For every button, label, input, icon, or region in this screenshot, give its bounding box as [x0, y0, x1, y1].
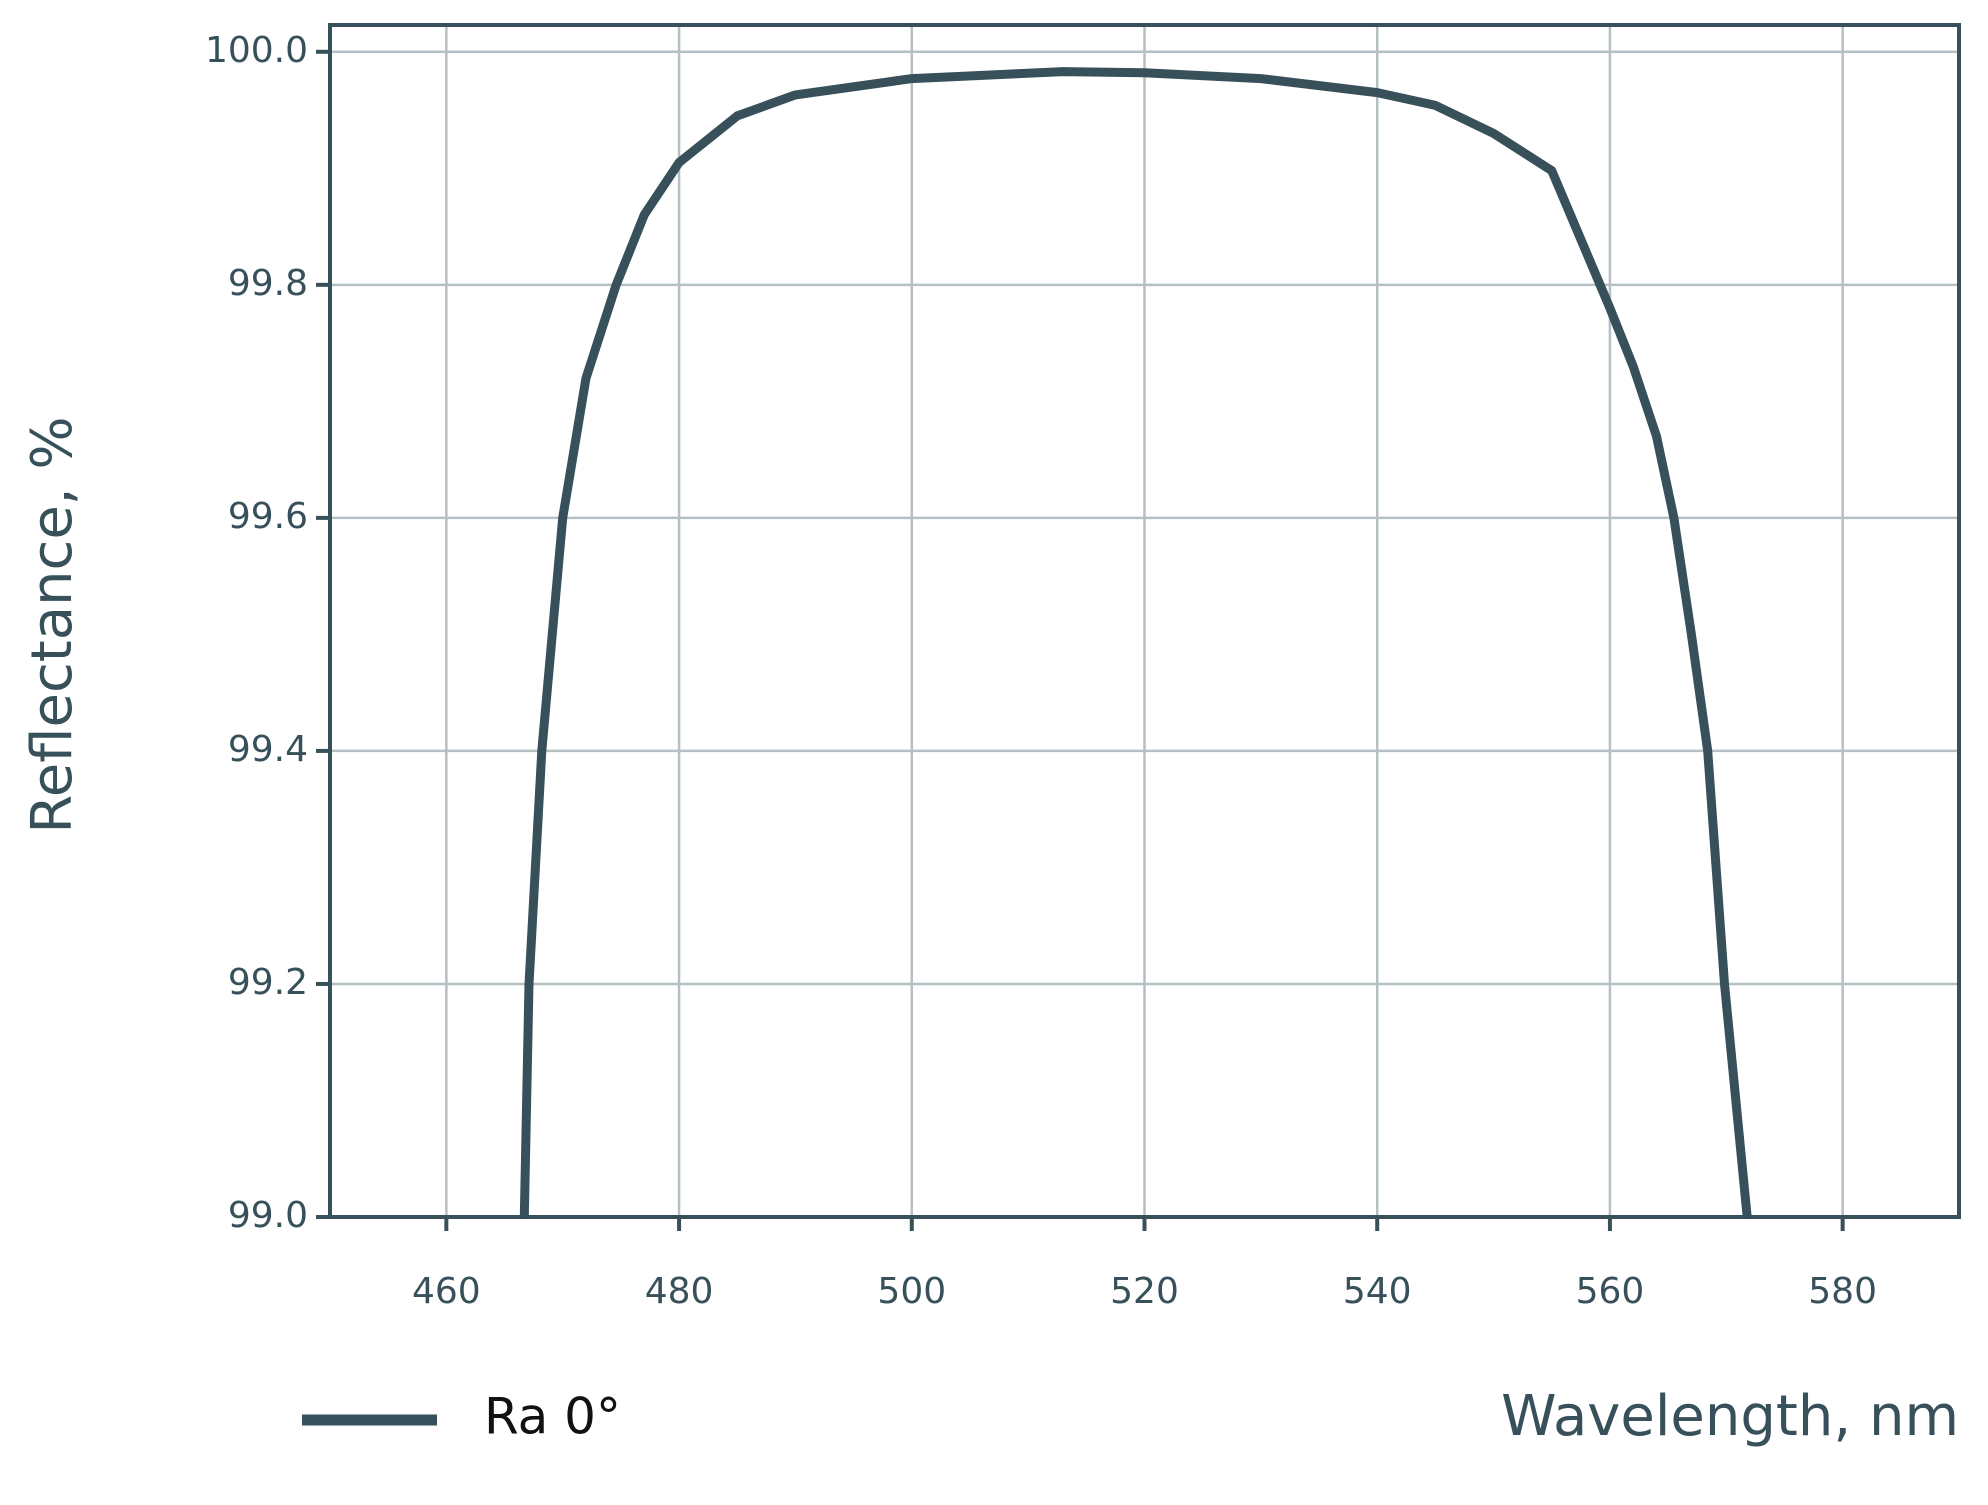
x-tick-label: 560	[1576, 1271, 1645, 1312]
y-tick-label: 99.4	[228, 729, 308, 770]
x-tick-label: 460	[412, 1271, 481, 1312]
plot-frame	[328, 23, 1961, 1219]
x-tick-label: 520	[1110, 1271, 1179, 1312]
legend-label: Ra 0°	[484, 1388, 621, 1446]
y-axis-label: Reflectance, %	[20, 416, 85, 833]
y-tick-label: 99.2	[228, 962, 308, 1003]
x-tick-label: 480	[645, 1271, 714, 1312]
y-tick-label: 100.0	[205, 30, 308, 71]
x-axis-label: Wavelength, nm	[1501, 1384, 1959, 1449]
y-tick-label: 99.8	[228, 263, 308, 304]
data-line	[519, 67, 1752, 1218]
x-tick-label: 540	[1343, 1271, 1412, 1312]
x-tick-label: 580	[1808, 1271, 1877, 1312]
y-tick-label: 99.6	[228, 496, 308, 537]
y-tick-label: 99.0	[228, 1195, 308, 1236]
x-tick-label: 500	[877, 1271, 946, 1312]
